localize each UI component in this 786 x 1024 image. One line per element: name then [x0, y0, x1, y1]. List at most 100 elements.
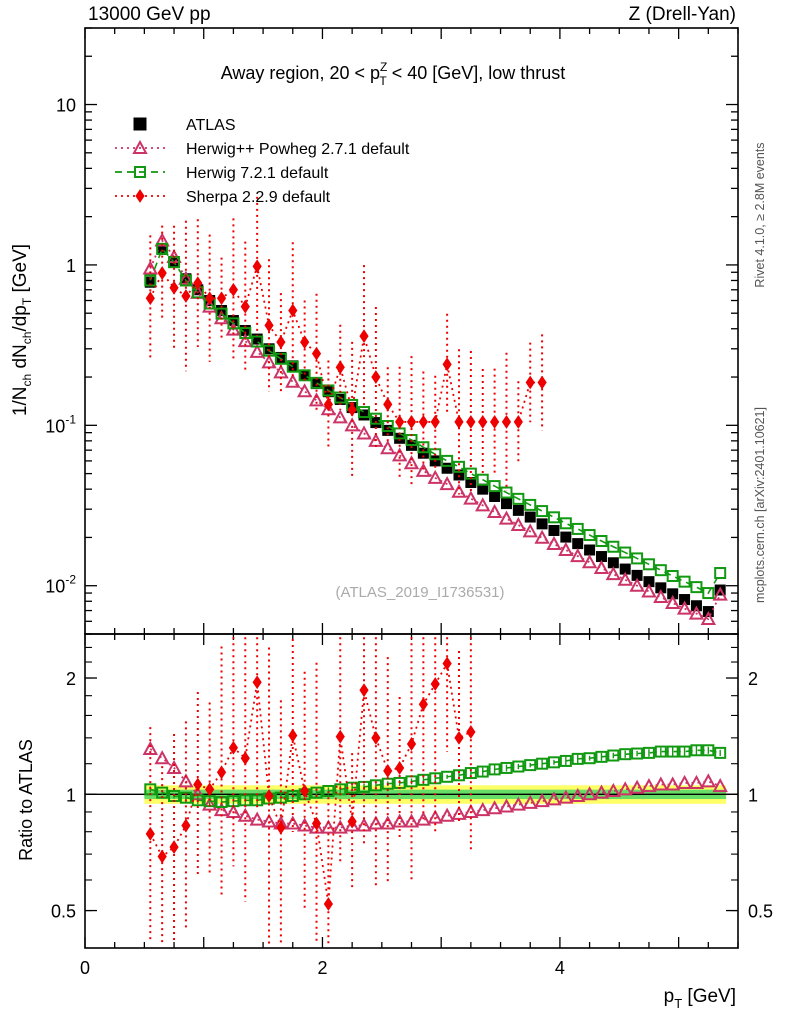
- data-marker: [356, 425, 372, 440]
- data-marker: [335, 360, 345, 375]
- data-marker: [607, 749, 620, 762]
- data-marker: [406, 737, 417, 751]
- data-marker: [430, 677, 440, 691]
- data-marker: [205, 291, 215, 306]
- data-marker: [665, 594, 681, 610]
- y-tick-main: 10: [56, 96, 76, 116]
- data-marker: [142, 740, 158, 755]
- data-marker: [631, 552, 644, 565]
- y-tick-ratio-left: 2: [66, 669, 76, 689]
- data-marker: [714, 746, 727, 759]
- data-marker: [225, 803, 242, 818]
- data-marker: [548, 524, 560, 536]
- data-marker: [654, 745, 667, 758]
- y-tick-ratio-right: 2: [748, 669, 758, 689]
- data-marker: [133, 117, 147, 131]
- data-marker: [572, 538, 584, 550]
- data-marker: [463, 803, 479, 818]
- data-marker: [607, 540, 620, 553]
- data-marker: [525, 375, 535, 390]
- data-marker: [510, 516, 527, 532]
- data-marker: [617, 781, 633, 796]
- data-marker: [430, 415, 440, 429]
- data-marker: [583, 529, 596, 542]
- data-marker: [454, 730, 464, 745]
- data-marker: [145, 826, 155, 841]
- data-marker: [584, 544, 596, 556]
- data-marker: [512, 504, 524, 516]
- y-tick-ratio-right: 1: [748, 785, 758, 805]
- data-marker: [237, 807, 253, 822]
- data-marker: [261, 813, 277, 828]
- data-marker: [178, 773, 194, 788]
- data-marker: [593, 784, 610, 799]
- data-marker: [653, 776, 669, 791]
- data-marker: [249, 811, 265, 826]
- data-marker: [308, 392, 325, 407]
- data-marker: [358, 406, 371, 419]
- data-marker: [395, 415, 405, 429]
- data-marker: [320, 819, 337, 834]
- y-axis-label-ratio: Ratio to ATLAS: [16, 739, 36, 861]
- data-marker: [559, 517, 572, 530]
- data-marker: [154, 750, 170, 765]
- data-marker: [490, 415, 500, 429]
- data-marker: [534, 793, 550, 808]
- data-marker: [181, 818, 191, 833]
- data-marker: [179, 791, 192, 804]
- data-marker: [344, 817, 360, 832]
- data-marker: [322, 784, 335, 797]
- data-marker: [300, 335, 310, 350]
- data-marker: [631, 747, 644, 760]
- data-marker: [534, 529, 550, 544]
- series-line: [149, 266, 543, 423]
- data-marker: [347, 402, 357, 417]
- y-tick-ratio-left: 0.5: [51, 902, 76, 922]
- y-axis-label-main: 1/Nch dNch/dpT [GeV]: [10, 244, 34, 416]
- data-marker: [451, 805, 467, 820]
- data-marker: [595, 535, 608, 548]
- legend-label: ATLAS: [186, 117, 236, 134]
- data-marker: [332, 409, 348, 424]
- data-marker: [240, 751, 250, 766]
- data-marker: [486, 503, 503, 519]
- data-marker: [571, 522, 584, 535]
- data-marker: [605, 782, 622, 797]
- data-marker: [228, 282, 239, 297]
- data-marker: [558, 541, 574, 556]
- data-marker: [712, 778, 728, 793]
- data-marker: [276, 335, 286, 350]
- side-text-rivet: Rivet 4.1.0, ≥ 2.8M events: [753, 142, 767, 287]
- main-panel-frame: [84, 27, 739, 635]
- data-marker: [285, 815, 301, 830]
- data-marker: [642, 746, 655, 759]
- data-marker: [415, 462, 432, 477]
- x-tick-label: 4: [555, 958, 565, 978]
- data-marker: [383, 397, 393, 412]
- data-marker: [403, 455, 420, 470]
- data-marker: [452, 460, 465, 473]
- data-marker: [452, 769, 465, 782]
- legend-item-1: Herwig++ Powheg 2.7.1 default: [115, 139, 410, 158]
- data-marker: [581, 786, 598, 801]
- data-marker: [205, 782, 215, 797]
- y-tick-main: 10-1: [45, 412, 76, 436]
- data-marker: [144, 274, 157, 287]
- data-marker: [358, 409, 370, 421]
- data-marker: [629, 779, 645, 794]
- data-marker: [288, 303, 298, 318]
- data-marker: [145, 291, 155, 306]
- data-marker: [249, 343, 265, 358]
- data-marker: [605, 566, 622, 581]
- data-marker: [251, 335, 264, 348]
- data-marker: [228, 740, 239, 755]
- ratio-line: [149, 660, 472, 905]
- data-marker: [439, 807, 455, 822]
- legend-item-0: ATLAS: [133, 117, 236, 134]
- data-marker: [654, 564, 667, 577]
- data-marker: [288, 728, 298, 743]
- data-marker: [475, 802, 491, 817]
- data-marker: [442, 656, 452, 671]
- data-marker: [466, 725, 476, 739]
- data-marker: [332, 819, 348, 834]
